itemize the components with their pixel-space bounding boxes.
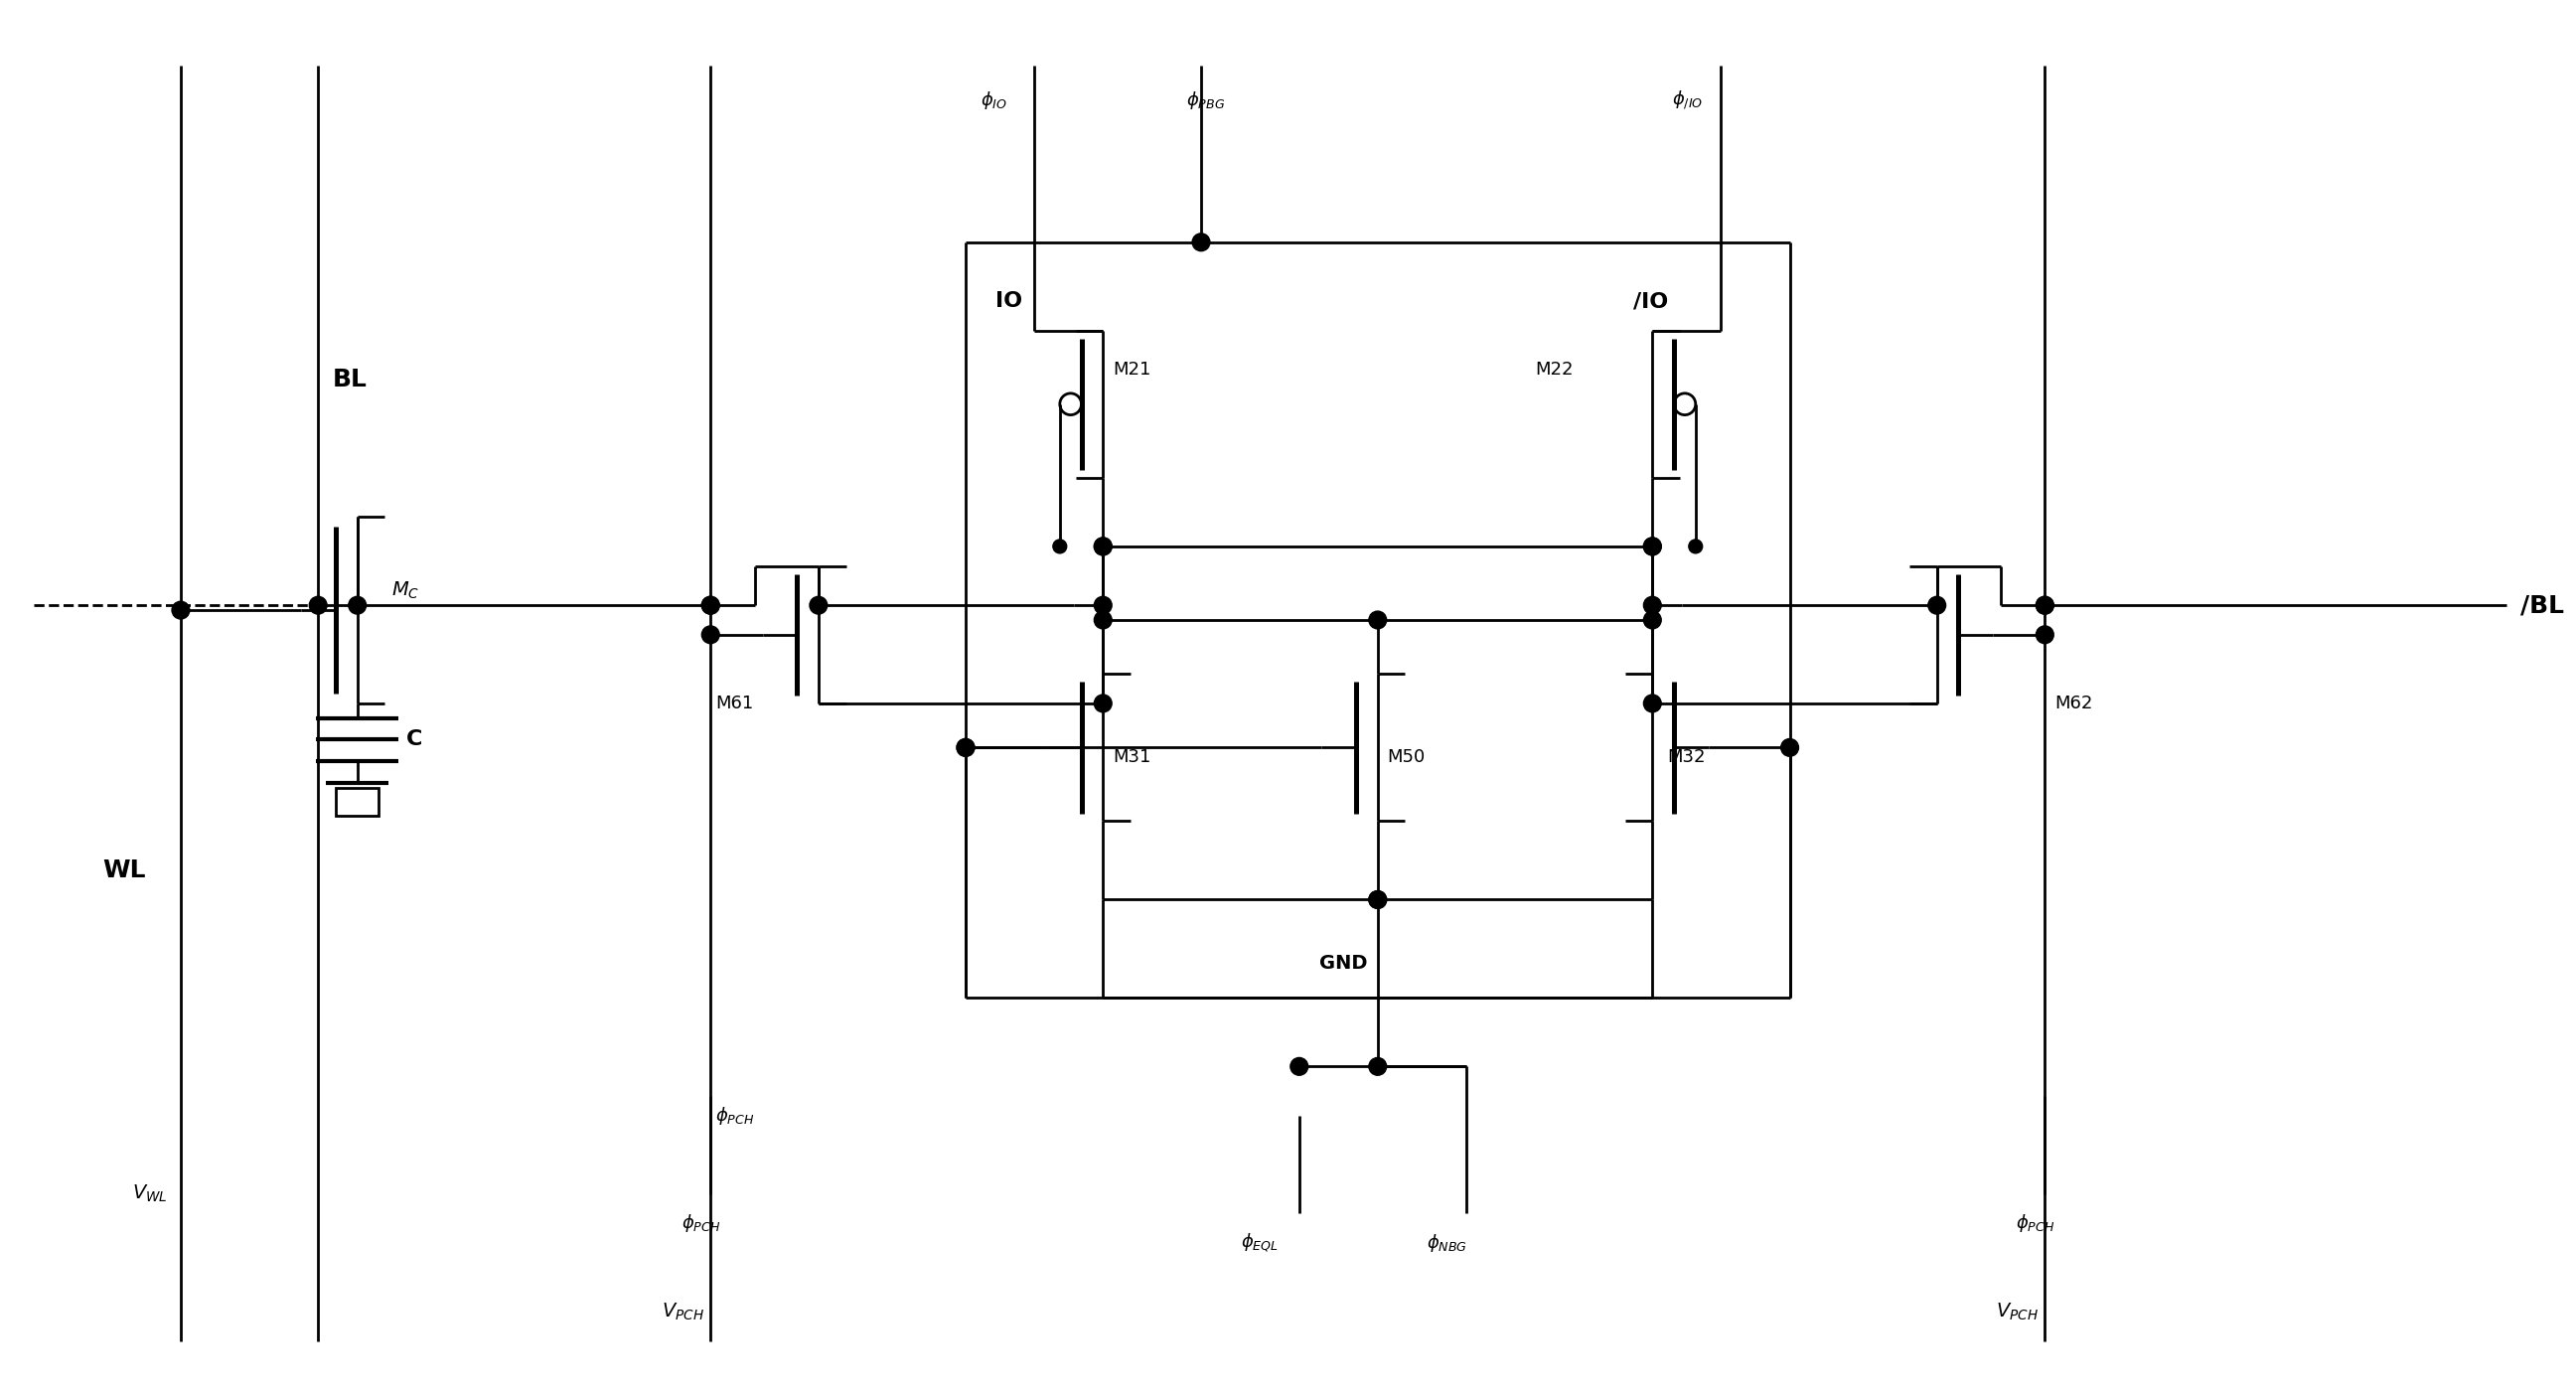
Text: $\phi_{NBG}$: $\phi_{NBG}$ xyxy=(1427,1232,1468,1255)
Text: /BL: /BL xyxy=(2522,594,2563,617)
Circle shape xyxy=(809,597,827,615)
Circle shape xyxy=(1095,597,1113,615)
Text: $V_{PCH}$: $V_{PCH}$ xyxy=(662,1301,703,1323)
Text: BL: BL xyxy=(332,367,368,391)
Circle shape xyxy=(701,626,719,644)
Circle shape xyxy=(2035,597,2053,615)
Circle shape xyxy=(1095,538,1113,555)
Circle shape xyxy=(2035,597,2053,615)
Circle shape xyxy=(1643,610,1662,629)
Text: $\phi_{PCH}$: $\phi_{PCH}$ xyxy=(716,1105,755,1126)
Text: $V_{PCH}$: $V_{PCH}$ xyxy=(1996,1301,2038,1323)
Text: $\phi_{PBG}$: $\phi_{PBG}$ xyxy=(1188,89,1226,110)
Text: $M_C$: $M_C$ xyxy=(392,580,420,601)
Circle shape xyxy=(1643,694,1662,712)
Circle shape xyxy=(1291,1058,1309,1076)
Text: M31: M31 xyxy=(1113,749,1151,767)
Circle shape xyxy=(309,597,327,615)
Circle shape xyxy=(1054,539,1066,553)
Text: M61: M61 xyxy=(716,694,752,712)
Text: /IO: /IO xyxy=(1633,291,1667,312)
Circle shape xyxy=(1095,538,1113,555)
Circle shape xyxy=(1095,694,1113,712)
Circle shape xyxy=(1368,891,1386,908)
Circle shape xyxy=(2035,626,2053,644)
Text: GND: GND xyxy=(1319,954,1368,972)
Text: M50: M50 xyxy=(1388,749,1425,767)
Circle shape xyxy=(1368,610,1386,629)
Text: $\phi_{IO}$: $\phi_{IO}$ xyxy=(981,89,1007,110)
Circle shape xyxy=(1193,233,1211,251)
Circle shape xyxy=(1643,538,1662,555)
Text: $\phi_{PCH}$: $\phi_{PCH}$ xyxy=(2014,1213,2056,1235)
Text: M62: M62 xyxy=(2056,694,2092,712)
Text: C: C xyxy=(407,729,422,750)
Bar xyxy=(335,788,379,816)
Text: $\phi_{EQL}$: $\phi_{EQL}$ xyxy=(1239,1232,1278,1255)
Circle shape xyxy=(173,601,191,619)
Circle shape xyxy=(1095,610,1113,629)
Circle shape xyxy=(956,739,974,756)
Circle shape xyxy=(701,597,719,615)
Circle shape xyxy=(1643,538,1662,555)
Circle shape xyxy=(701,597,719,615)
Circle shape xyxy=(1368,1058,1386,1076)
Text: M22: M22 xyxy=(1535,360,1574,379)
Text: $\phi_{PCH}$: $\phi_{PCH}$ xyxy=(680,1213,721,1235)
Text: WL: WL xyxy=(103,858,144,882)
Text: $\phi_{/IO}$: $\phi_{/IO}$ xyxy=(1672,88,1703,112)
Text: IO: IO xyxy=(994,291,1023,312)
Text: M32: M32 xyxy=(1667,749,1705,767)
Circle shape xyxy=(1780,739,1798,756)
Circle shape xyxy=(348,597,366,615)
Circle shape xyxy=(1927,597,1945,615)
Text: $V_{WL}$: $V_{WL}$ xyxy=(131,1183,167,1204)
Circle shape xyxy=(1643,597,1662,615)
Circle shape xyxy=(1368,891,1386,908)
Circle shape xyxy=(1690,539,1703,553)
Text: M21: M21 xyxy=(1113,360,1151,379)
Circle shape xyxy=(956,739,974,756)
